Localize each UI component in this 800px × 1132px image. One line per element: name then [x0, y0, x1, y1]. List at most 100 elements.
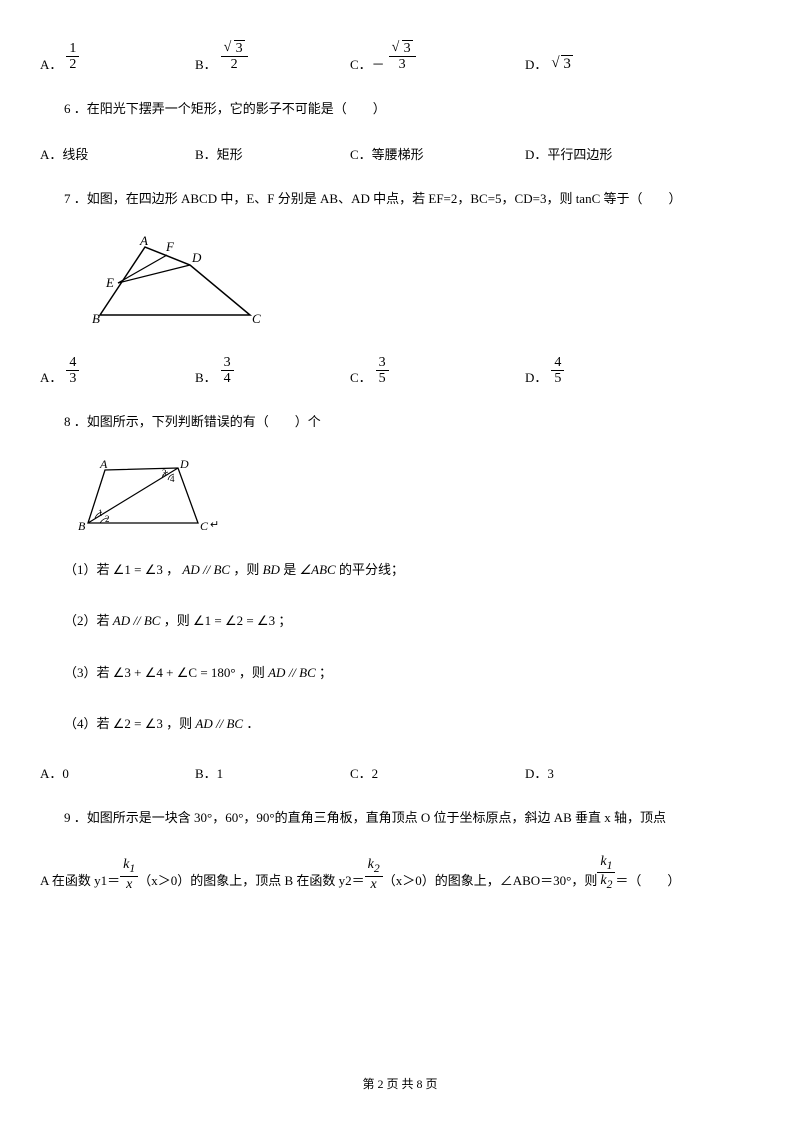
text: ，则: [233, 562, 259, 577]
text: ＝（ ）: [615, 869, 680, 892]
q8-figure: A B C D 1 2 3 4 ↵: [70, 458, 760, 538]
denominator: 2: [228, 57, 241, 72]
fraction-k2x: k2 x: [365, 857, 383, 892]
q5-options-row: A． 1 2 B． 3 2 C．－ 3 3 D． 3: [40, 40, 760, 73]
text: ，则: [164, 613, 190, 628]
q8-option-a: A．0: [40, 763, 195, 782]
q7-text: 7 ．如图，在四边形 ABCD 中，E、F 分别是 AB、AD 中点，若 EF=…: [64, 187, 760, 210]
numerator: 1: [66, 41, 79, 57]
q8-svg: A B C D 1 2 3 4 ↵: [70, 458, 230, 538]
denominator: 5: [376, 371, 389, 386]
q7-svg: A B C D E F: [70, 235, 270, 335]
math-expr: AD // BC: [182, 562, 230, 577]
denominator: x: [368, 877, 380, 892]
q8-options-row: A．0 B．1 C．2 D．3: [40, 763, 760, 782]
q6-option-d: D．平行四边形: [525, 144, 675, 163]
cursor-mark: ↵: [210, 519, 219, 531]
q7-option-d: D． 45: [525, 355, 675, 387]
numerator: 4: [66, 355, 79, 371]
subscript: 2: [607, 878, 613, 891]
label-b: B: [92, 311, 100, 326]
fraction: 3 3: [389, 40, 416, 73]
label-b: B: [78, 519, 86, 533]
option-label: B．: [195, 367, 217, 386]
q5-option-d: D． 3: [525, 54, 675, 73]
math-expr: AD // BC: [113, 613, 161, 628]
text: （1）若: [64, 562, 110, 577]
fraction-k1k2: k1 k2: [597, 854, 615, 892]
denominator: 4: [221, 371, 234, 386]
page-footer: 第 2 页 共 8 页: [40, 1075, 760, 1092]
text: ，则: [239, 665, 265, 680]
option-label: C．: [350, 367, 372, 386]
denominator: x: [123, 877, 135, 892]
math-expr: AD // BC: [195, 716, 243, 731]
label-c: C: [200, 519, 209, 533]
label-a: A: [99, 458, 108, 471]
q7-option-c: C． 35: [350, 355, 525, 387]
math-expr: ∠ABC: [299, 562, 335, 577]
text: ．: [246, 716, 259, 731]
label-d: D: [179, 458, 189, 471]
text: ，: [166, 562, 179, 577]
label-c: C: [252, 311, 261, 326]
option-label: D．: [525, 367, 547, 386]
q8-text: 8 ．如图所示，下列判断错误的有（ ）个: [64, 410, 760, 433]
q9-line1: 9 ．如图所示是一块含 30°，60°，90°的直角三角板，直角顶点 O 位于坐…: [64, 806, 760, 829]
option-label: B．: [195, 54, 217, 73]
numerator: k1: [120, 857, 138, 877]
text: （x＞0）的图象上，顶点 B 在函数 y2＝: [138, 869, 364, 892]
subscript: 1: [607, 858, 613, 871]
numerator: 3: [221, 355, 234, 371]
subscript: 1: [129, 862, 135, 875]
option-label: A．: [40, 367, 62, 386]
denominator: 3: [66, 371, 79, 386]
text: （x＞0）的图象上，∠ABO＝30°，则: [383, 869, 598, 892]
text: （4）若: [64, 716, 110, 731]
radicand: 3: [234, 40, 245, 56]
label-f: F: [165, 239, 175, 254]
fraction-k1x: k1 x: [120, 857, 138, 892]
label-a: A: [139, 235, 148, 248]
q5-option-b: B． 3 2: [195, 40, 350, 73]
radicand: 3: [561, 55, 573, 73]
q6-option-a: A．线段: [40, 144, 195, 163]
text: ，则: [166, 716, 192, 731]
label-d: D: [191, 250, 202, 265]
option-label: A．: [40, 54, 62, 73]
numerator: 3: [376, 355, 389, 371]
option-label: D．: [525, 54, 547, 73]
q6-option-c: C．等腰梯形: [350, 144, 525, 163]
math-expr: AD // BC: [268, 665, 316, 680]
q8-statement-4: （4）若 ∠2 = ∠3 ，则 AD // BC ．: [64, 712, 760, 735]
text: 的平分线；: [339, 562, 404, 577]
q6-option-b: B．矩形: [195, 144, 350, 163]
text: 是: [283, 562, 296, 577]
radicand: 3: [402, 40, 413, 56]
text: （2）若: [64, 613, 110, 628]
fraction: 1 2: [66, 41, 79, 73]
denominator: 5: [551, 371, 564, 386]
numerator: 3: [389, 40, 416, 57]
label-e: E: [105, 275, 114, 290]
numerator: k1: [597, 854, 615, 874]
subscript: 2: [374, 862, 380, 875]
text: A 在函数 y1＝: [40, 869, 120, 892]
q7-option-b: B． 34: [195, 355, 350, 387]
numerator: 3: [221, 40, 248, 57]
math-expr: ∠3 + ∠4 + ∠C = 180°: [113, 665, 236, 680]
q8-statement-2: （2）若 AD // BC ，则 ∠1 = ∠2 = ∠3 ；: [64, 609, 760, 632]
q8-statement-3: （3）若 ∠3 + ∠4 + ∠C = 180° ，则 AD // BC ；: [64, 661, 760, 684]
math-expr: ∠2 = ∠3: [113, 716, 163, 731]
q7-options-row: A． 43 B． 34 C． 35 D． 45: [40, 355, 760, 387]
q8-option-c: C．2: [350, 763, 525, 782]
q8-statement-1: （1）若 ∠1 = ∠3 ， AD // BC ，则 BD 是 ∠ABC 的平分…: [64, 558, 760, 581]
option-label: C．－: [350, 54, 385, 73]
numerator: 4: [551, 355, 564, 371]
denominator: 2: [66, 57, 79, 72]
math-expr: ∠1 = ∠2 = ∠3: [193, 613, 275, 628]
q5-option-c: C．－ 3 3: [350, 40, 525, 73]
denominator: k2: [597, 873, 615, 892]
text: ；: [278, 613, 291, 628]
q8-option-d: D．3: [525, 763, 675, 782]
